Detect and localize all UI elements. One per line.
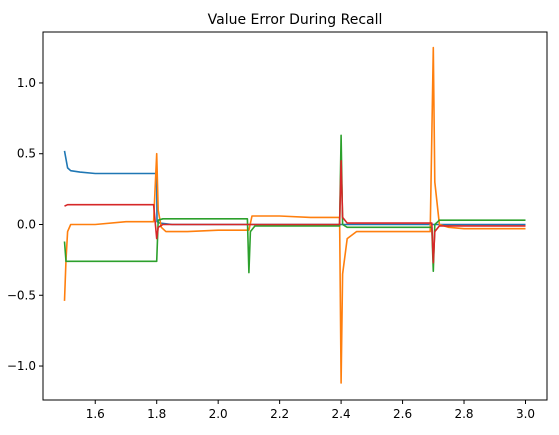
- x-tick-label: 1.8: [147, 407, 166, 421]
- series-line-3: [63, 134, 526, 274]
- x-tick-label: 2.6: [393, 407, 412, 421]
- chart-title: Value Error During Recall: [208, 12, 383, 28]
- y-tick-label: −1.0: [7, 359, 36, 373]
- x-tick-label: 2.4: [332, 407, 351, 421]
- y-tick-label: 0.5: [17, 147, 36, 161]
- plot-frame: [42, 31, 548, 401]
- x-tick-label: 3.0: [516, 407, 535, 421]
- x-tick-label: 2.2: [270, 407, 289, 421]
- x-tick-label: 2.0: [209, 407, 228, 421]
- series-layer: [63, 46, 526, 384]
- x-tick-label: 1.6: [86, 407, 105, 421]
- y-axis: −1.0 −0.5 0.0 0.5 1.0: [7, 76, 43, 373]
- series-line-4: [64, 160, 526, 264]
- y-tick-label: −0.5: [7, 288, 36, 302]
- y-tick-label: 0.0: [17, 217, 36, 231]
- series-line-2: [63, 46, 526, 384]
- y-tick-label: 1.0: [17, 76, 36, 90]
- x-tick-label: 2.8: [454, 407, 473, 421]
- x-axis: 1.6 1.8 2.0 2.2 2.4 2.6 2.8 3.0: [86, 400, 535, 421]
- series-line-1: [63, 150, 526, 226]
